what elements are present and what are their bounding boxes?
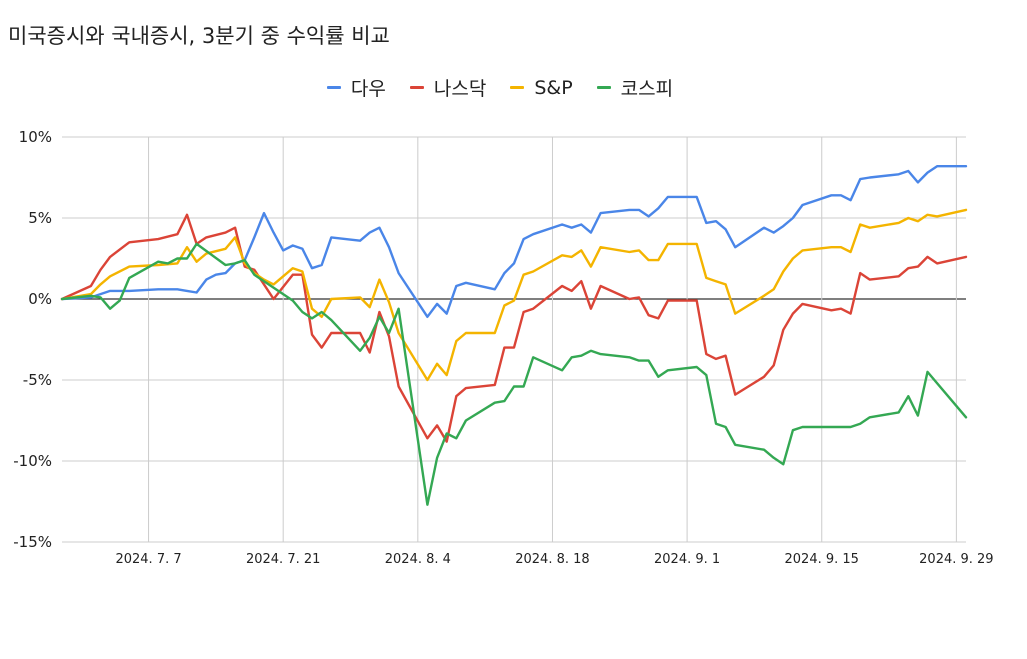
gridlines	[62, 136, 966, 543]
y-axis-ticks: 10% 5% 0% -5% -10% -15%	[13, 128, 52, 551]
x-tick-label: 2024. 9. 1	[654, 552, 720, 567]
y-tick-label: -5%	[23, 371, 52, 389]
y-tick-label: -15%	[13, 533, 52, 551]
x-tick-label: 2024. 9. 29	[919, 552, 993, 567]
legend-swatch	[596, 86, 611, 89]
series-line-나스닥	[60, 213, 968, 443]
x-tick-label: 2024. 8. 4	[385, 552, 451, 567]
legend-item: S&P	[510, 76, 573, 99]
legend-item: 나스닥	[409, 74, 487, 101]
y-tick-label: 5%	[28, 209, 52, 227]
legend-item: 다우	[326, 74, 386, 101]
series-line-다우	[60, 165, 968, 318]
y-tick-label: 0%	[28, 290, 52, 308]
legend-swatch	[326, 86, 341, 89]
legend-label: 다우	[350, 78, 386, 100]
series-line-S&P	[60, 208, 968, 382]
y-tick-label: -10%	[13, 452, 52, 470]
legend-swatch	[409, 86, 424, 89]
x-tick-label: 2024. 7. 21	[246, 552, 320, 567]
chart-title: 미국증시와 국내증시, 3분기 중 수익률 비교	[8, 24, 390, 48]
series-lines	[60, 165, 968, 506]
legend-item: 코스피	[596, 74, 674, 101]
x-tick-label: 2024. 7. 7	[115, 552, 181, 567]
y-tick-label: 10%	[19, 128, 52, 146]
legend-label: S&P	[534, 76, 573, 99]
legend: 다우 나스닥 S&P 코스피	[0, 72, 1000, 101]
x-axis-ticks: 2024. 7. 7 2024. 7. 21 2024. 8. 4 2024. 8. …	[115, 552, 993, 567]
legend-label: 코스피	[620, 78, 674, 100]
x-tick-label: 2024. 8. 18	[515, 552, 589, 567]
legend-label: 나스닥	[433, 78, 487, 100]
x-tick-label: 2024. 9. 15	[785, 552, 859, 567]
series-line-코스피	[60, 242, 968, 506]
legend-swatch	[510, 86, 525, 89]
